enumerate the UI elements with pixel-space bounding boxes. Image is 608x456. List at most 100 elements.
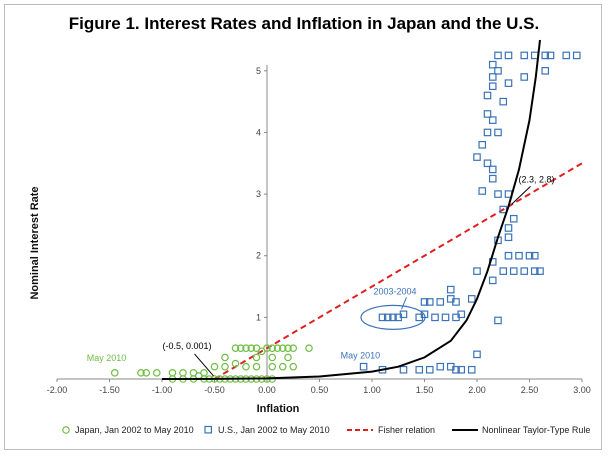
x-tick-label: 0.00 [258,385,276,395]
us-point [525,251,534,260]
us-point [494,128,502,137]
us-point [436,298,445,306]
japan-point [268,344,277,352]
japan-point [268,362,277,371]
us-point [457,365,466,374]
us-point [436,362,445,371]
us-point [389,313,397,322]
us-point [483,159,492,168]
x-tick-label: 1.00 [363,385,381,395]
us-point [520,51,529,60]
japan-point [247,344,256,352]
x-tick-label: 0.50 [311,385,329,395]
japan-point [268,353,277,362]
x-tick-label: -1.50 [99,385,120,395]
us-point [399,310,408,319]
us-point [457,310,466,319]
us-point [488,73,497,81]
us-point [488,165,497,174]
x-tick-label: 1.50 [416,385,434,395]
x-tick-label: -0.50 [204,385,225,395]
us-point [473,153,481,161]
y-tick-label: 2 [256,251,261,261]
japan-point [252,353,261,362]
us-point [530,267,539,275]
us-point [378,313,387,322]
us-point [467,295,476,303]
us-point [431,313,439,322]
annotation-arrow [511,186,531,205]
taylor-rule-curve [161,39,541,380]
us-point [541,67,550,75]
us-point [499,267,508,275]
japan-point [289,362,298,371]
annotation-label: May 2010 [87,353,127,363]
us-point [473,267,481,275]
us-point [499,97,508,106]
japan-point [278,344,287,352]
us-point [494,67,502,75]
us-point [488,276,497,285]
us-point [488,82,497,91]
us-point [572,51,581,60]
us-point [483,110,492,118]
us-point [515,251,523,260]
us-point [415,365,424,374]
x-tick-label: 2.00 [468,385,486,395]
japan-point [137,369,145,377]
us-point [546,51,555,60]
us-point [541,51,550,60]
x-tick-label: -2.00 [47,385,68,395]
us-point [530,251,539,260]
annotation-arrow [194,353,214,377]
japan-point [236,344,245,352]
japan-point [252,362,261,371]
fisher-relation-line [213,162,583,380]
y-tick-label: 5 [256,66,261,76]
japan-point [179,369,187,377]
us-point [562,51,571,60]
us-point [509,214,518,223]
us-point [494,51,502,60]
japan-point [231,344,240,352]
japan-point [289,344,298,352]
us-point [488,174,497,183]
japan-point [221,353,229,362]
legend-label: U.S., Jan 2002 to May 2010 [218,425,330,435]
legend-label: Nonlinear Taylor-Type Rule [482,425,590,435]
x-tick-label: 3.00 [573,385,591,395]
y-tick-label: 3 [256,189,261,199]
us-point [467,365,476,374]
japan-point [231,359,240,368]
y-tick-label: 1 [256,312,261,322]
y-tick-label: 4 [256,127,261,137]
us-point [494,316,502,325]
japan-point [273,344,282,352]
legend-label: Japan, Jan 2002 to May 2010 [75,425,194,435]
us-point [452,298,460,306]
us-point [520,73,529,81]
japan-point [242,362,250,371]
annotation-arrow [401,297,407,310]
us-point [509,267,518,275]
japan-point [210,362,219,371]
us-point [520,267,529,275]
annotation-label: (2.3, 2.8) [519,174,555,184]
japan-point [305,344,313,352]
annotation-ellipse [360,304,426,330]
x-axis-title: Inflation [257,403,300,415]
us-point [483,91,492,100]
us-point [504,224,513,232]
chart-title: Figure 1. Interest Rates and Inflation i… [68,14,540,33]
japan-point [278,362,287,371]
us-point [478,140,487,149]
us-point [425,365,434,374]
us-point [425,298,434,306]
japan-point [242,344,250,352]
us-point [504,251,513,260]
y-axis-title: Nominal Interest Rate [29,186,41,299]
legend-swatch-us [204,425,213,434]
annotation-label: May 2010 [341,351,381,361]
x-tick-label: -1.00 [152,385,173,395]
